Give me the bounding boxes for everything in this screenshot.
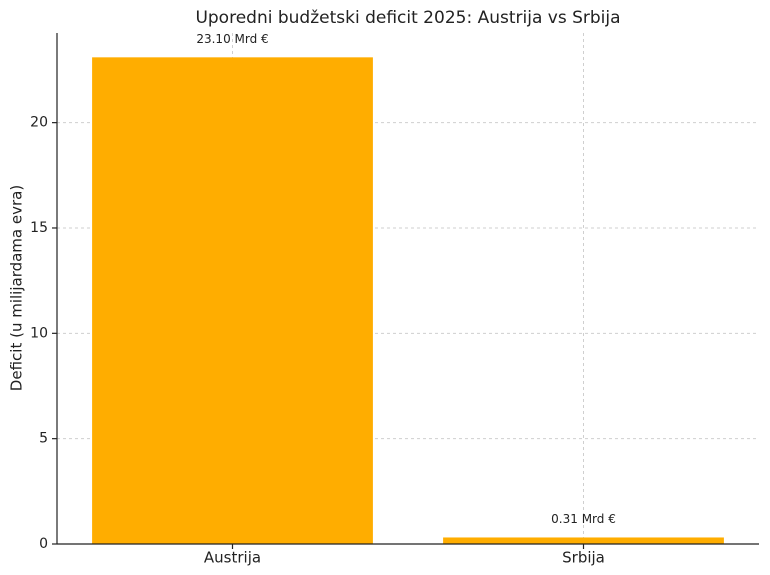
y-tick-label: 20 — [30, 115, 48, 131]
bar — [443, 537, 724, 544]
y-tick-label: 5 — [39, 431, 48, 447]
y-tick-label: 15 — [30, 220, 48, 236]
value-label: 0.31 Mrd € — [551, 512, 616, 526]
x-tick-label: Austrija — [204, 549, 261, 567]
value-label: 23.10 Mrd € — [196, 32, 268, 46]
y-axis-label: Deficit (u milijardama evra) — [8, 185, 26, 391]
y-tick-label: 10 — [30, 325, 48, 341]
chart-title: Uporedni budžetski deficit 2025: Austrij… — [195, 8, 620, 28]
x-tick-label: Srbija — [562, 549, 605, 567]
bar — [92, 57, 373, 544]
y-tick-label: 0 — [39, 536, 48, 552]
